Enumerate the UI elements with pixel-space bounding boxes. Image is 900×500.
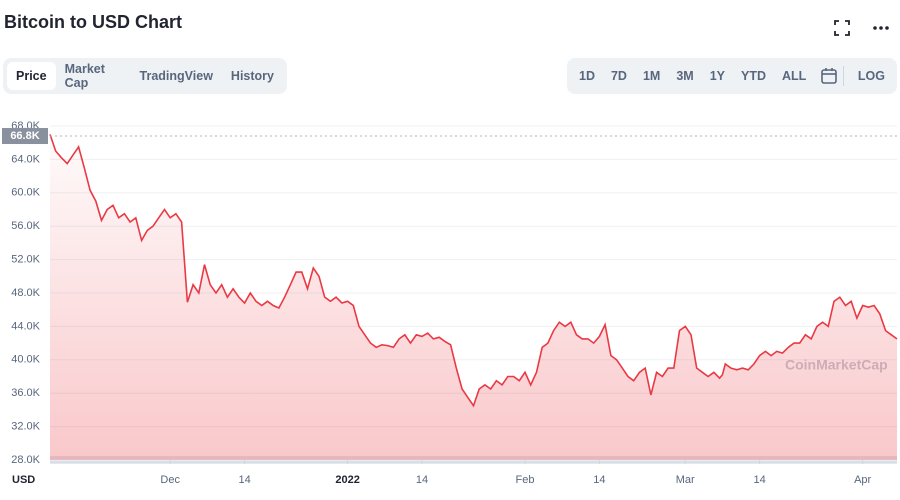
range-buttons: 1D 7D 1M 3M 1Y YTD ALL LOG — [567, 58, 897, 94]
x-tick-label: Dec — [160, 474, 180, 486]
y-unit-label: USD — [12, 474, 35, 486]
chart-tabs: Price Market Cap TradingView History — [3, 58, 287, 94]
tab[interactable]: History — [230, 69, 274, 83]
log-button[interactable]: LOG — [857, 69, 885, 83]
chart: 28.0K 32.0K 36.0K 40.0K 44.0K 48.0K 52.0K 56.0K… — [2, 120, 898, 486]
range-button[interactable]: ALL — [782, 69, 807, 83]
y-tick-label: 60.0K — [11, 187, 40, 199]
fullscreen-icon[interactable] — [832, 18, 852, 38]
range-button[interactable]: 3M — [676, 69, 694, 83]
y-tick-label: 36.0K — [11, 387, 40, 399]
x-tick-label: 14 — [754, 474, 766, 486]
y-tick-label: 64.0K — [11, 153, 40, 165]
page-title: Bitcoin to USD Chart — [4, 12, 182, 32]
tab[interactable]: TradingView — [139, 69, 213, 83]
x-tick-label: 2022 — [335, 474, 359, 486]
y-tick-label: 56.0K — [11, 220, 40, 232]
x-tick-label: Mar — [676, 474, 695, 486]
y-tick-label: 52.0K — [11, 254, 40, 266]
y-tick-label: 32.0K — [11, 421, 40, 433]
range-button[interactable]: 1D — [579, 69, 595, 83]
price-line — [49, 134, 898, 408]
range-button[interactable]: 7D — [610, 69, 627, 83]
y-tick-label: 44.0K — [11, 320, 40, 332]
current-price-box — [2, 128, 48, 145]
x-tick-label: 14 — [238, 474, 250, 486]
area — [50, 134, 897, 460]
range-button[interactable]: 1Y — [709, 69, 726, 83]
tab[interactable]: Market Cap — [64, 62, 105, 90]
separator — [843, 66, 844, 86]
more-icon[interactable] — [870, 18, 892, 38]
x-tick-label: Apr — [854, 474, 871, 486]
x-tick-label: 14 — [416, 474, 428, 486]
y-tick-label: 40.0K — [11, 354, 40, 366]
calendar-icon[interactable] — [814, 66, 838, 86]
current-price-label: 66.8K — [10, 130, 39, 142]
y-tick-label: 48.0K — [11, 287, 40, 299]
x-tick-label: 14 — [593, 474, 605, 486]
y-tick-label: 28.0K — [11, 454, 40, 466]
range-button[interactable]: 1M — [642, 69, 661, 83]
tab[interactable]: Price — [7, 62, 56, 90]
range-button[interactable]: YTD — [741, 69, 767, 83]
x-tick-label: Feb — [516, 474, 535, 486]
